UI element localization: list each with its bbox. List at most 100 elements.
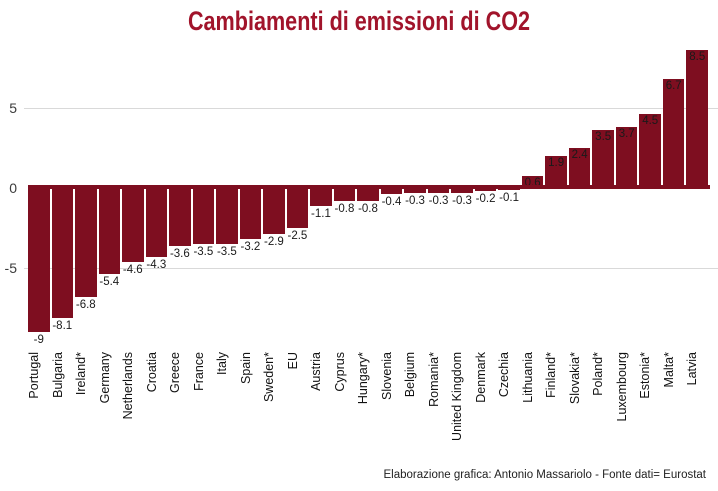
x-axis-label-cell: Spain (238, 352, 262, 452)
bar-united-kingdom (451, 188, 473, 193)
gridline-y-5 (24, 107, 718, 109)
bar-poland (592, 130, 614, 186)
x-axis-label-cell: Portugal (27, 352, 50, 452)
x-axis-label-cell: Greece (168, 352, 191, 452)
x-axis-label-cell: Netherlands (121, 352, 144, 452)
country-label: Spain (238, 352, 253, 384)
x-axis-label-cell: Sweden* (262, 352, 285, 452)
country-label: Italy (215, 352, 230, 375)
y-axis-tick-label: 5 (9, 100, 17, 116)
value-label: -4.6 (122, 263, 143, 276)
x-axis-label-cell: Latvia (685, 352, 708, 452)
value-label: 3.7 (618, 127, 635, 140)
value-label: -0.8 (358, 202, 378, 215)
value-label: -0.4 (381, 196, 402, 209)
country-label: Latvia (685, 352, 700, 386)
bar-croatia (145, 188, 168, 257)
value-label: -0.3 (428, 194, 449, 207)
y-axis-tick-label: 0 (9, 180, 17, 196)
country-label: Malta* (661, 352, 676, 388)
bar-slovakia (568, 147, 591, 186)
value-label: 4.5 (642, 115, 659, 127)
bar-germany (98, 188, 121, 275)
bar-spain (239, 188, 262, 240)
bar-latvia (686, 50, 708, 186)
value-label: -5.4 (99, 276, 120, 289)
chart-title: Cambiamenti di emissioni di CO2 (187, 6, 531, 36)
bar-romania (427, 188, 450, 193)
country-label: Finland* (544, 352, 559, 398)
bar-hungary (357, 188, 379, 201)
country-label: Portugal (27, 352, 41, 399)
zero-axis-line (28, 185, 710, 189)
x-axis-label-cell: EU (286, 352, 309, 452)
country-label: Belgium (403, 352, 418, 398)
country-label: Austria (309, 352, 324, 391)
x-axis-label-cell: Croatia (145, 352, 168, 452)
country-label: Slovakia* (567, 352, 582, 405)
bar-slovenia (380, 188, 403, 195)
x-axis-label-cell: United Kingdom (450, 352, 473, 452)
bar-austria (310, 188, 332, 206)
x-axis-label-cell: Czechia (497, 352, 520, 452)
bar-greece (169, 188, 191, 246)
value-label: -6.8 (75, 298, 96, 311)
country-label: Cyprus (332, 352, 347, 392)
value-label: -9 (33, 334, 44, 346)
country-label: Netherlands (121, 352, 136, 420)
x-axis-label-cell: Bulgaria (50, 352, 74, 452)
value-label: -4.3 (146, 258, 167, 271)
country-label: Greece (168, 352, 183, 393)
value-label: -8.1 (52, 319, 73, 332)
x-axis-label-cell: Italy (215, 352, 238, 452)
bar-cyprus (333, 188, 356, 201)
x-axis-label-cell: Austria (309, 352, 332, 452)
country-label: Slovenia (379, 352, 394, 400)
value-label: -3.2 (240, 241, 261, 254)
value-label: -0.3 (452, 194, 472, 207)
value-label: 2.4 (571, 148, 588, 161)
x-axis-label-cell: Belgium (403, 352, 426, 452)
value-label: 1.9 (548, 156, 565, 169)
bar-ireland (75, 188, 97, 297)
x-axis-label-cell: Poland* (591, 352, 614, 452)
value-label: -0.1 (499, 191, 519, 204)
value-label: 3.5 (595, 131, 612, 143)
country-label: Germany (97, 352, 112, 404)
bar-bulgaria (51, 188, 74, 318)
bar-eu (286, 188, 309, 228)
value-label: 6.7 (665, 79, 682, 92)
country-label: France (191, 352, 206, 391)
value-label: 8.5 (689, 51, 706, 63)
value-label: -3.5 (193, 246, 214, 258)
country-label: United Kingdom (450, 352, 465, 441)
x-axis-label-cell: Estonia* (638, 352, 661, 452)
value-label: -3.5 (216, 246, 237, 258)
bar-malta (662, 78, 685, 186)
country-label: Lithuania (520, 352, 535, 403)
country-label: Estonia* (638, 352, 653, 399)
x-axis-label-cell: Cyprus (332, 352, 356, 452)
x-axis-label-cell: Romania* (426, 352, 450, 452)
x-axis-label-cell: Luxembourg (614, 352, 638, 452)
value-label: -0.2 (475, 193, 496, 206)
x-axis-label-cell: Germany (97, 352, 121, 452)
country-label: Luxembourg (614, 352, 629, 422)
bar-netherlands (122, 188, 144, 262)
value-label: -0.8 (334, 202, 355, 215)
bar-finland (545, 155, 567, 186)
bar-belgium (404, 188, 426, 193)
bar-lithuania (521, 176, 544, 186)
x-axis-label-cell: Ireland* (74, 352, 97, 452)
x-axis-label-cell: Malta* (661, 352, 685, 452)
bar-sweden (263, 188, 285, 235)
bar-luxembourg (615, 126, 638, 186)
x-axis-label-cell: Lithuania (520, 352, 544, 452)
source-caption: Elaborazione grafica: Antonio Massariolo… (383, 469, 707, 481)
country-label: Romania* (426, 352, 441, 407)
gridline-y--5 (24, 267, 718, 269)
value-label: -3.6 (169, 247, 190, 260)
bar-denmark (474, 188, 497, 192)
country-label: Bulgaria (50, 352, 65, 398)
